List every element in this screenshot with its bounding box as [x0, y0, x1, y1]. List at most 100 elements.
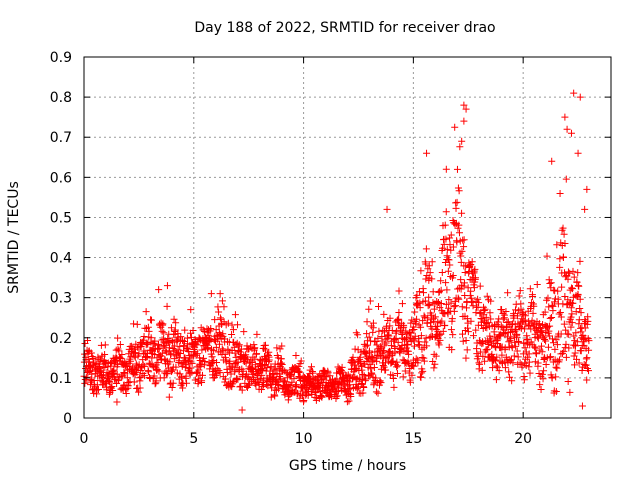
data-point [457, 252, 465, 260]
data-point [194, 377, 202, 385]
data-point [469, 302, 477, 310]
data-point [107, 362, 115, 370]
data-point [449, 331, 457, 339]
data-point [454, 294, 462, 302]
data-point [204, 344, 212, 352]
data-point [216, 314, 224, 322]
data-point [374, 389, 382, 397]
data-point [136, 384, 144, 392]
data-point [212, 343, 220, 351]
data-point [428, 275, 436, 283]
data-point [443, 245, 451, 253]
data-point [171, 326, 179, 334]
data-point [374, 334, 382, 342]
data-point [424, 300, 432, 308]
data-point [405, 350, 413, 358]
data-point [271, 392, 279, 400]
x-tick-label: 15 [404, 431, 422, 447]
y-tick-label: 0.3 [50, 291, 72, 307]
data-point [199, 354, 207, 362]
data-point [404, 341, 412, 349]
data-point [382, 366, 390, 374]
data-point [456, 143, 464, 151]
data-point [581, 324, 589, 332]
data-point [526, 285, 534, 293]
data-point [383, 205, 391, 213]
data-point [540, 335, 548, 343]
data-point [317, 392, 325, 400]
data-point [145, 359, 153, 367]
data-point [135, 388, 143, 396]
data-point [198, 371, 206, 379]
data-point [378, 337, 386, 345]
data-point [568, 310, 576, 318]
data-point [459, 330, 467, 338]
data-point [337, 367, 345, 375]
data-point [446, 261, 454, 269]
data-point [230, 343, 238, 351]
data-point [375, 327, 383, 335]
data-point [247, 357, 255, 365]
data-point [552, 363, 560, 371]
data-point [389, 374, 397, 382]
data-point [434, 298, 442, 306]
data-point [187, 333, 195, 341]
data-point [555, 356, 563, 364]
data-point [394, 362, 402, 370]
data-point [447, 299, 455, 307]
data-point [430, 364, 438, 372]
data-point [257, 365, 265, 373]
data-point [582, 361, 590, 369]
data-point [379, 326, 387, 334]
data-point [115, 376, 123, 384]
data-point [525, 350, 533, 358]
data-point [197, 360, 205, 368]
x-tick-label: 0 [80, 431, 89, 447]
data-point [367, 352, 375, 360]
data-point [535, 320, 543, 328]
data-point [172, 363, 180, 371]
data-point [483, 292, 491, 300]
data-point [251, 344, 259, 352]
data-point [151, 337, 159, 345]
data-point [163, 302, 171, 310]
data-point [585, 337, 593, 345]
data-point [223, 368, 231, 376]
data-point [300, 397, 308, 405]
data-point [416, 373, 424, 381]
data-point [467, 317, 475, 325]
data-point [442, 165, 450, 173]
data-point [529, 309, 537, 317]
data-point [526, 369, 534, 377]
data-point [322, 373, 330, 381]
data-point [423, 342, 431, 350]
data-point [530, 343, 538, 351]
data-point [462, 262, 470, 270]
data-point [362, 375, 370, 383]
data-point [487, 315, 495, 323]
data-point [437, 299, 445, 307]
data-point [237, 382, 245, 390]
data-point [490, 328, 498, 336]
data-point [185, 365, 193, 373]
data-point [150, 372, 158, 380]
data-point [380, 363, 388, 371]
data-point [167, 324, 175, 332]
data-point [448, 346, 456, 354]
data-point [114, 334, 122, 342]
data-point [538, 370, 546, 378]
data-point [476, 282, 484, 290]
data-point [370, 364, 378, 372]
data-point [388, 327, 396, 335]
data-point [410, 336, 418, 344]
data-point [458, 247, 466, 255]
data-point [89, 355, 97, 363]
data-point [158, 327, 166, 335]
data-point [534, 359, 542, 367]
data-point [169, 338, 177, 346]
data-point [438, 317, 446, 325]
y-tick-label: 0.4 [50, 251, 72, 267]
data-point [423, 149, 431, 157]
data-point [178, 362, 186, 370]
data-point [359, 389, 367, 397]
